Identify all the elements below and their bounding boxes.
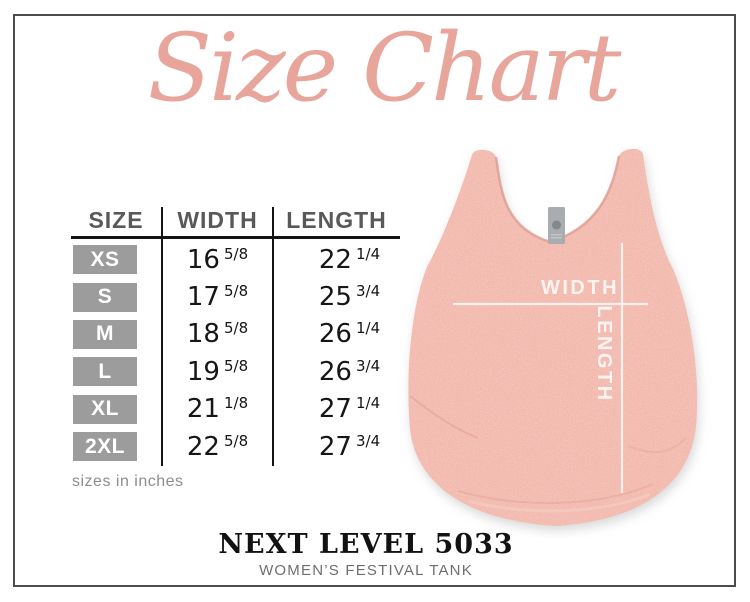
product-subtitle: WOMEN’S FESTIVAL TANK bbox=[259, 562, 473, 579]
tank-body-shape bbox=[408, 148, 698, 526]
length-cell: 27 3/4 bbox=[273, 432, 400, 462]
column-divider bbox=[161, 207, 163, 466]
col-header-width: WIDTH bbox=[177, 206, 258, 233]
width-cell: 17 5/8 bbox=[162, 282, 273, 312]
width-fraction: 5/8 bbox=[223, 319, 249, 338]
product-footer: NEXT LEVEL 5033 WOMEN’S FESTIVAL TANK bbox=[0, 529, 732, 579]
size-badge: XS bbox=[73, 245, 137, 275]
col-header-size: SIZE bbox=[88, 206, 144, 233]
size-badge: 2XL bbox=[73, 432, 137, 462]
width-fraction: 5/8 bbox=[223, 431, 249, 450]
tank-width-label: WIDTH bbox=[541, 277, 619, 299]
size-badge: L bbox=[73, 357, 137, 387]
length-fraction: 1/4 bbox=[355, 319, 381, 338]
col-header-length: LENGTH bbox=[286, 206, 387, 233]
tank-top-photo: WIDTH LENGTH bbox=[408, 148, 698, 526]
length-cell: 25 3/4 bbox=[273, 282, 400, 312]
width-value: 17 bbox=[186, 282, 220, 313]
length-fraction: 3/4 bbox=[355, 356, 381, 375]
width-cell: 16 5/8 bbox=[162, 245, 273, 275]
size-table-body: XS 16 5/8 22 1/4 S 17 5/8 25 3/4 M 18 5/8 26 1… bbox=[70, 241, 400, 465]
length-value: 26 bbox=[318, 319, 352, 350]
neck-tag bbox=[548, 207, 565, 244]
column-divider bbox=[272, 207, 274, 466]
table-row: 2XL 22 5/8 27 3/4 bbox=[70, 428, 400, 465]
length-value: 27 bbox=[318, 394, 352, 425]
width-value: 16 bbox=[186, 244, 220, 275]
length-value: 25 bbox=[318, 282, 352, 313]
width-cell: 22 5/8 bbox=[162, 432, 273, 462]
width-value: 21 bbox=[186, 394, 220, 425]
size-table-header: SIZE WIDTH LENGTH bbox=[70, 204, 400, 236]
length-fraction: 3/4 bbox=[355, 431, 381, 450]
width-cell: 18 5/8 bbox=[162, 319, 273, 349]
width-cell: 19 5/8 bbox=[162, 357, 273, 387]
tank-length-label: LENGTH bbox=[593, 305, 615, 402]
table-row: XS 16 5/8 22 1/4 bbox=[70, 241, 400, 278]
measurement-overlay: WIDTH LENGTH bbox=[453, 243, 648, 493]
width-fraction: 5/8 bbox=[223, 282, 249, 301]
length-cell: 26 1/4 bbox=[273, 319, 400, 349]
table-row: L 19 5/8 26 3/4 bbox=[70, 353, 400, 390]
length-fraction: 3/4 bbox=[355, 282, 381, 301]
width-fraction: 5/8 bbox=[223, 356, 249, 375]
product-name: NEXT LEVEL 5033 bbox=[218, 529, 514, 560]
length-fraction: 1/4 bbox=[355, 394, 381, 413]
width-cell: 21 1/8 bbox=[162, 394, 273, 424]
width-value: 18 bbox=[186, 319, 220, 350]
width-value: 19 bbox=[186, 356, 220, 387]
units-note: sizes in inches bbox=[72, 473, 184, 490]
table-row: XL 21 1/8 27 1/4 bbox=[70, 391, 400, 428]
width-fraction: 1/8 bbox=[223, 394, 249, 413]
width-fraction: 5/8 bbox=[223, 244, 249, 263]
size-badge: M bbox=[73, 319, 137, 349]
length-fraction: 1/4 bbox=[355, 244, 381, 263]
size-badge: XL bbox=[73, 394, 137, 424]
length-cell: 27 1/4 bbox=[273, 394, 400, 424]
width-value: 22 bbox=[186, 431, 220, 462]
page-title: Size Chart bbox=[147, 14, 622, 123]
length-cell: 26 3/4 bbox=[273, 357, 400, 387]
length-value: 27 bbox=[318, 431, 352, 462]
length-value: 22 bbox=[318, 244, 352, 275]
table-row: S 17 5/8 25 3/4 bbox=[70, 278, 400, 315]
header-rule bbox=[71, 236, 400, 239]
size-badge: S bbox=[73, 282, 137, 312]
length-value: 26 bbox=[318, 356, 352, 387]
table-row: M 18 5/8 26 1/4 bbox=[70, 316, 400, 353]
length-cell: 22 1/4 bbox=[273, 245, 400, 275]
